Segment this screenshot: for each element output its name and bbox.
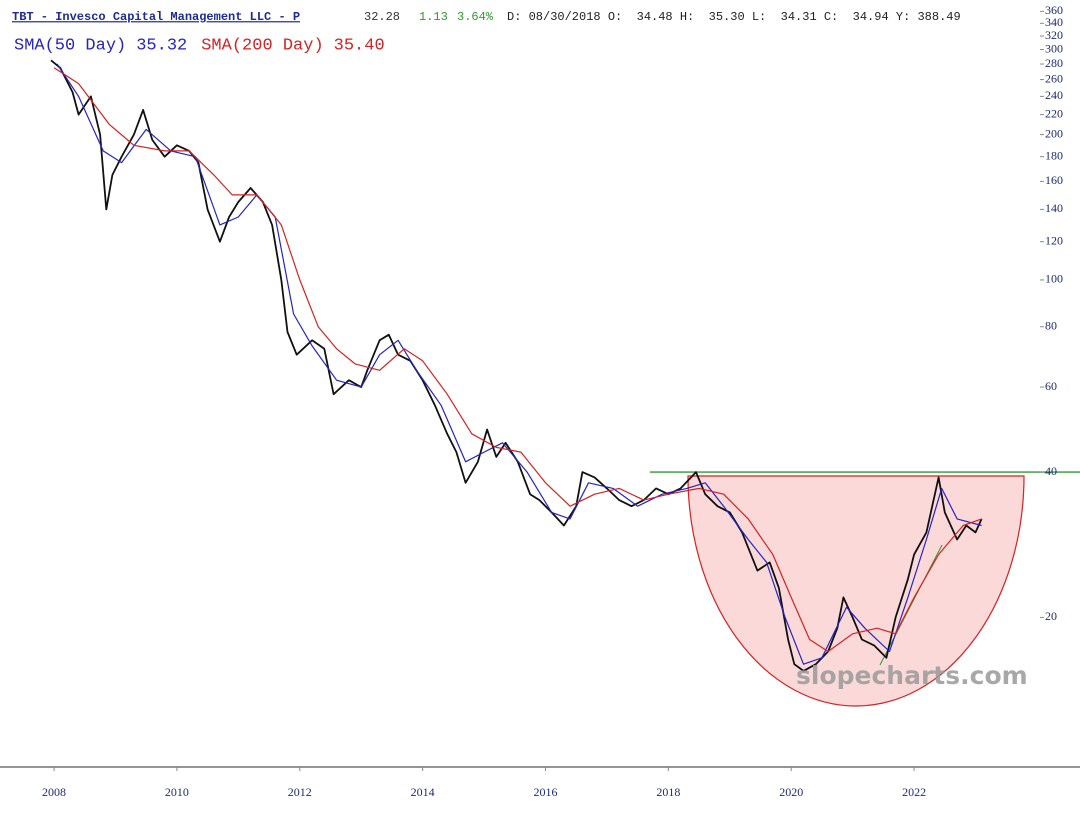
ticker-name[interactable]: TBT - Invesco Capital Management LLC - P [12, 10, 300, 24]
y-tick-label: 120 [1045, 233, 1063, 247]
y-tick-label: 140 [1045, 201, 1063, 215]
y-tick-label: 240 [1045, 88, 1063, 102]
y-tick-label: 300 [1045, 41, 1063, 55]
legend-value: 35.40 [334, 36, 385, 55]
x-tick-label: 2022 [902, 785, 926, 799]
y-tick-label: 180 [1045, 148, 1063, 162]
series-line [53, 67, 982, 653]
legend-name: SMA(200 Day) [201, 36, 323, 55]
x-tick-label: 2020 [779, 785, 803, 799]
y-tick-label: 320 [1045, 28, 1063, 42]
legend-name: SMA(50 Day) [14, 36, 126, 55]
quote: D: 08/30/2018 O: 34.48 H: 35.30 L: 34.31… [507, 10, 961, 24]
series-line [50, 59, 983, 672]
change-pct: 3.64% [457, 10, 494, 24]
y-tick-label: 40 [1045, 464, 1057, 478]
legend-value: 35.32 [136, 36, 187, 55]
plot-area [50, 59, 1080, 672]
last-price: 32.28 [364, 10, 400, 24]
y-tick-label: 360 [1045, 3, 1063, 17]
x-tick-label: 2018 [656, 785, 680, 799]
y-tick-label: 200 [1045, 126, 1063, 140]
trend-line [879, 544, 943, 666]
series-line [56, 63, 982, 665]
y-tick-label: 280 [1045, 56, 1063, 70]
watermark: slopecharts.com [796, 661, 1028, 690]
x-tick-label: 2014 [411, 785, 435, 799]
y-tick-label: 260 [1045, 71, 1063, 85]
y-tick-label: 60 [1045, 379, 1057, 393]
x-tick-label: 2010 [165, 785, 189, 799]
x-tick-label: 2008 [42, 785, 66, 799]
y-tick-label: 80 [1045, 318, 1057, 332]
y-tick-label: 340 [1045, 15, 1063, 29]
x-tick-label: 2016 [533, 785, 557, 799]
legend: SMA(50 Day) 35.32 SMA(200 Day) 35.40 [14, 36, 385, 55]
x-tick-label: 2012 [288, 785, 312, 799]
y-tick-label: 20 [1045, 609, 1057, 623]
change: 1.13 [419, 10, 448, 24]
y-tick-label: 100 [1045, 272, 1063, 286]
cup-shape [687, 475, 1025, 707]
y-tick-label: 160 [1045, 173, 1063, 187]
y-tick-label: 220 [1045, 106, 1063, 120]
